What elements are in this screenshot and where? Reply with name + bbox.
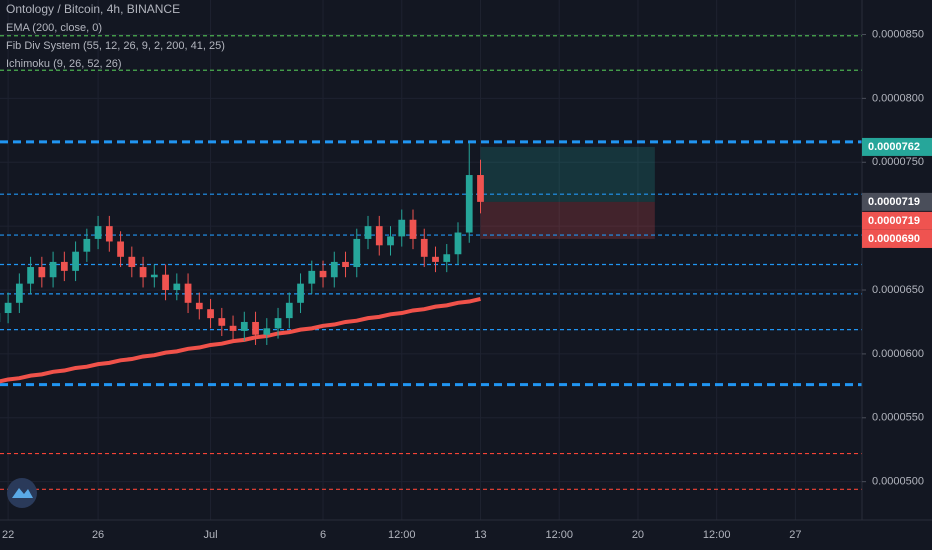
x-tick-label: 12:00 bbox=[545, 529, 573, 541]
candle-body bbox=[398, 219, 406, 237]
x-tick-label: 12:00 bbox=[388, 529, 416, 541]
candle-body bbox=[297, 283, 304, 303]
candle-body bbox=[117, 241, 124, 257]
x-tick-label: 26 bbox=[92, 529, 104, 541]
candle-body bbox=[409, 219, 417, 239]
y-tick-label: 0.0000800 bbox=[872, 92, 924, 104]
candle-body bbox=[229, 325, 237, 331]
price-label-bg bbox=[862, 192, 932, 211]
x-tick-label: 20 bbox=[632, 529, 644, 541]
candle-body bbox=[38, 267, 46, 278]
candle-body bbox=[139, 267, 147, 278]
candle-body bbox=[218, 318, 226, 326]
candle-body bbox=[285, 302, 293, 319]
plot bbox=[0, 35, 862, 490]
candle-body bbox=[375, 226, 383, 246]
y-tick-label: 0.0000600 bbox=[872, 348, 924, 360]
candle-body bbox=[387, 236, 394, 246]
x-tick-label: 27 bbox=[789, 529, 801, 541]
legend-entry: Fib Div System (55, 12, 26, 9, 2, 200, 4… bbox=[6, 40, 225, 52]
candle-body bbox=[173, 283, 181, 291]
candle-body bbox=[15, 283, 23, 303]
logo bbox=[7, 478, 37, 508]
candle-body bbox=[83, 238, 91, 252]
price-label-bg bbox=[862, 229, 932, 248]
price-label: 0.0000719 bbox=[868, 196, 920, 208]
candle-body bbox=[184, 283, 192, 303]
candle-body bbox=[420, 238, 428, 257]
price-label: 0.0000762 bbox=[868, 141, 920, 153]
candle-body bbox=[443, 254, 451, 262]
candle-body bbox=[353, 238, 361, 268]
grid bbox=[0, 0, 862, 520]
candle-body bbox=[150, 274, 158, 278]
candle-body bbox=[207, 309, 214, 319]
candle-body bbox=[263, 328, 271, 335]
candle-body bbox=[128, 256, 136, 268]
y-tick-label: 0.0000500 bbox=[872, 476, 924, 488]
price-label-bg bbox=[862, 137, 932, 156]
axis: 0.0000500 0.0000550 0.0000600 0.0000650 0.00… bbox=[2, 28, 932, 541]
candle-body bbox=[105, 226, 113, 242]
legend-entry: Ichimoku (9, 26, 52, 26) bbox=[6, 58, 122, 70]
candle-body bbox=[330, 261, 338, 278]
x-tick-label: 13 bbox=[474, 529, 486, 541]
candle-body bbox=[4, 302, 12, 314]
x-tick-label: 12:00 bbox=[703, 529, 731, 541]
candle-body bbox=[364, 226, 372, 239]
candle-body bbox=[342, 261, 349, 268]
price-label: 0.0000719 bbox=[868, 215, 920, 227]
candle-body bbox=[162, 274, 169, 291]
y-tick-label: 0.0000850 bbox=[872, 28, 924, 40]
candle-body bbox=[477, 175, 484, 202]
candle-body bbox=[454, 232, 462, 255]
candle-body bbox=[432, 256, 439, 262]
stop-zone bbox=[480, 201, 655, 239]
candle-body bbox=[319, 270, 327, 278]
candle-body bbox=[308, 270, 316, 284]
chart-title: Ontology / Bitcoin, 4h, BINANCE bbox=[6, 2, 180, 16]
candle-body bbox=[240, 321, 248, 331]
target-zone bbox=[480, 146, 655, 202]
candle-body bbox=[195, 302, 203, 310]
x-tick-label: 22 bbox=[2, 529, 14, 541]
candle-body bbox=[94, 226, 102, 239]
price-label-bg bbox=[862, 211, 932, 230]
y-tick-label: 0.0000650 bbox=[872, 284, 924, 296]
price-label: 0.0000690 bbox=[868, 233, 920, 245]
candle-body bbox=[27, 267, 34, 284]
candle-body bbox=[72, 251, 79, 271]
x-tick-label: 6 bbox=[320, 529, 326, 541]
legend-entry: EMA (200, close, 0) bbox=[6, 22, 102, 34]
candle-body bbox=[49, 261, 57, 278]
candle-body bbox=[60, 261, 68, 271]
candle-body bbox=[465, 175, 473, 233]
x-tick-label: Jul bbox=[204, 529, 218, 541]
candle-body bbox=[252, 321, 259, 335]
y-tick-label: 0.0000750 bbox=[872, 156, 924, 168]
candle-body bbox=[274, 318, 282, 329]
ema-line bbox=[0, 297, 481, 384]
y-tick-label: 0.0000550 bbox=[872, 412, 924, 424]
